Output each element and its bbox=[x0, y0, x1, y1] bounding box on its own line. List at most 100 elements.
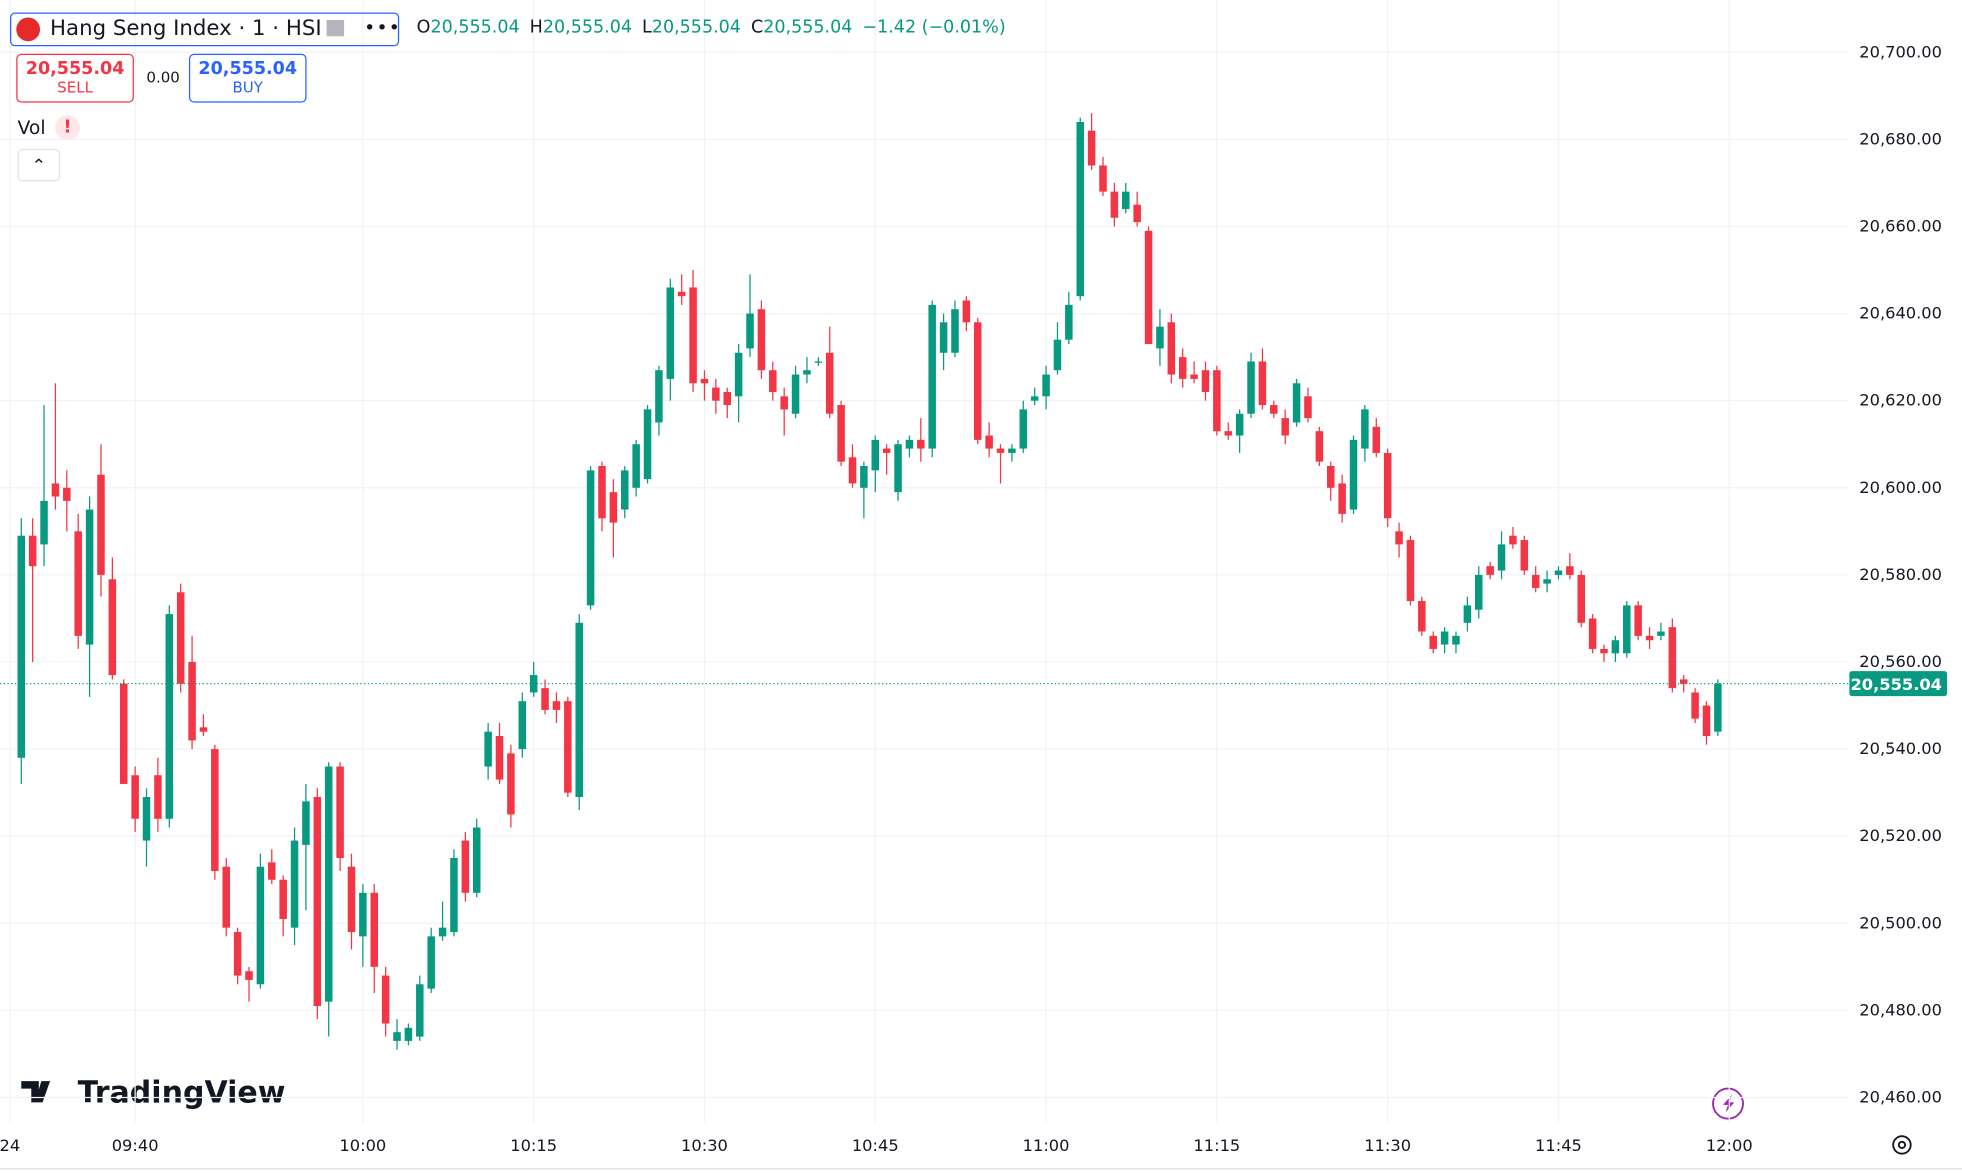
candle-body bbox=[1383, 452, 1392, 519]
candle-body bbox=[131, 775, 139, 819]
candle-body bbox=[1030, 396, 1039, 401]
candle-body bbox=[1418, 601, 1426, 632]
candle-body bbox=[1235, 413, 1244, 436]
vol-alert[interactable]: ! bbox=[55, 115, 81, 141]
candle-body bbox=[1691, 692, 1699, 719]
candle-body bbox=[1167, 322, 1176, 375]
candle-body bbox=[723, 391, 731, 406]
tradingview-logo: TradingView bbox=[78, 1075, 286, 1110]
candle-body bbox=[780, 396, 788, 410]
settings-button[interactable] bbox=[1892, 1135, 1912, 1155]
candle-body bbox=[1201, 370, 1210, 392]
candle-body bbox=[1019, 409, 1028, 449]
candle-body bbox=[746, 313, 754, 349]
candle-body bbox=[268, 862, 276, 880]
candle-body bbox=[302, 801, 310, 845]
candle-body bbox=[199, 727, 208, 732]
candle-body bbox=[1190, 374, 1198, 379]
candle-body bbox=[1406, 540, 1415, 602]
candle-body bbox=[621, 470, 629, 510]
buy-price: 20,555.04 bbox=[198, 58, 298, 79]
candle-body bbox=[848, 457, 857, 484]
y-tick-label: 20,520.00 bbox=[1859, 826, 1942, 845]
candle-body bbox=[985, 435, 993, 449]
y-tick-label: 20,620.00 bbox=[1859, 391, 1942, 410]
sell-price: 20,555.04 bbox=[25, 58, 125, 79]
candle-body bbox=[1497, 544, 1506, 571]
ohlc-value: 20,555.04 bbox=[763, 17, 853, 38]
buy-button[interactable]: 20,555.04 BUY bbox=[188, 53, 307, 103]
candle-body bbox=[1122, 191, 1130, 210]
flag-icon[interactable] bbox=[326, 20, 345, 37]
collapse-button[interactable]: ⌃ bbox=[17, 148, 61, 182]
candle-body bbox=[1566, 566, 1574, 575]
buy-label: BUY bbox=[232, 78, 263, 97]
y-tick-label: 20,600.00 bbox=[1859, 478, 1942, 497]
candle-body bbox=[1338, 483, 1346, 514]
candle-body bbox=[1224, 431, 1233, 436]
symbol-title: Hang Seng Index · 1 · HSI bbox=[50, 16, 322, 42]
candle-body bbox=[211, 749, 219, 872]
candle-body bbox=[917, 439, 925, 449]
candle-body bbox=[290, 840, 299, 928]
candle-body bbox=[1668, 627, 1677, 689]
candle-body bbox=[757, 309, 766, 371]
candle-body bbox=[882, 448, 891, 453]
candle-body bbox=[814, 361, 823, 363]
candle-body bbox=[1543, 579, 1551, 584]
x-tick-label: 11:45 bbox=[1535, 1136, 1582, 1155]
ohlc-value: 20,555.04 bbox=[651, 17, 741, 38]
candle-body bbox=[1486, 566, 1494, 575]
candle-body bbox=[1588, 618, 1597, 649]
more-button[interactable]: ••• bbox=[364, 16, 402, 39]
candle-body bbox=[575, 622, 583, 798]
y-tick-label: 20,500.00 bbox=[1859, 913, 1942, 932]
candle-body bbox=[51, 483, 60, 497]
candle-body bbox=[97, 474, 105, 575]
symbol-box[interactable]: Hang Seng Index · 1 · HSI ••• bbox=[10, 12, 402, 47]
candle-body bbox=[324, 766, 333, 1002]
candle-body bbox=[313, 797, 322, 1007]
x-tick-label: 12:00 bbox=[1706, 1136, 1753, 1155]
candle-body bbox=[1634, 605, 1642, 636]
candle-body bbox=[1213, 370, 1221, 432]
candle-body bbox=[1509, 535, 1517, 545]
candle-body bbox=[837, 405, 845, 462]
candle-body bbox=[1577, 574, 1585, 623]
candle-body bbox=[541, 688, 549, 710]
candle-body bbox=[1247, 361, 1255, 414]
x-tick-label: 11:15 bbox=[1193, 1136, 1240, 1155]
sell-button[interactable]: 20,555.04 SELL bbox=[16, 53, 134, 103]
candle-body bbox=[1623, 605, 1631, 654]
candle-body bbox=[17, 535, 26, 758]
y-tick-label: 20,540.00 bbox=[1859, 739, 1942, 758]
candle-body bbox=[689, 287, 697, 384]
candle-body bbox=[484, 731, 492, 767]
candle-body bbox=[507, 753, 515, 815]
candle-body bbox=[222, 866, 230, 928]
candle-body bbox=[609, 492, 618, 523]
candle-body bbox=[769, 370, 777, 392]
candle-body bbox=[712, 387, 720, 401]
candle-body bbox=[928, 304, 936, 449]
ohlc-value: 20,555.04 bbox=[430, 17, 520, 38]
candle-body bbox=[552, 701, 561, 710]
candle-body bbox=[894, 444, 902, 493]
candle-body bbox=[1065, 304, 1073, 340]
candle-body bbox=[518, 701, 527, 750]
candle-body bbox=[677, 291, 686, 297]
candle-body bbox=[655, 370, 663, 423]
candle-body bbox=[1475, 574, 1483, 610]
candle-body bbox=[245, 971, 253, 980]
candle-body bbox=[256, 866, 265, 985]
ohlc-key: H bbox=[529, 17, 543, 38]
candle-body bbox=[1429, 635, 1437, 649]
x-tick-label: 09:40 bbox=[112, 1136, 159, 1155]
x-tick-label: 24 bbox=[0, 1136, 20, 1155]
candle-body bbox=[1361, 409, 1369, 449]
x-tick-label: 11:00 bbox=[1023, 1136, 1070, 1155]
candle-body bbox=[1452, 635, 1460, 645]
